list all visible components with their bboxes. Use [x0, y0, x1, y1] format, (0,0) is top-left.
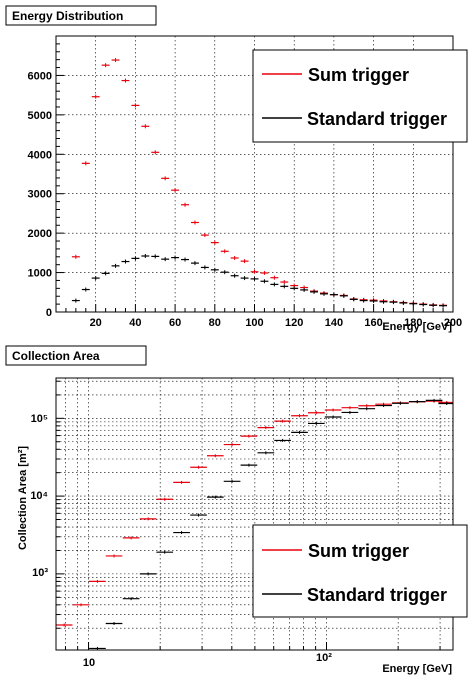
x-tick-label: 160: [364, 317, 382, 329]
legend-label-standard-trigger: Standard trigger: [307, 109, 447, 129]
x-tick-label: 40: [129, 317, 141, 329]
energy-distribution-legend-box: [252, 49, 468, 143]
energy-distribution-chart: Energy Distribution 20 40 60 80 100 120 140 160…: [5, 5, 468, 333]
series2-sum-trigger: [56, 399, 453, 627]
y-tick-label-100000: 10⁵: [31, 413, 48, 425]
x-tick-label: 200: [444, 317, 462, 329]
x-tick-label-100: 10²: [316, 652, 332, 664]
x-tick-label: 60: [169, 317, 181, 329]
collection-area-points: [56, 398, 453, 650]
energy-distribution-title-box: [5, 5, 157, 26]
x-tick-label-10: 10: [83, 657, 95, 669]
y-tick-label: 2000: [28, 228, 52, 240]
y-tick-label: 1000: [28, 268, 52, 280]
x-tick-label: 120: [285, 317, 303, 329]
collection-area-grid: [56, 378, 453, 650]
collection-area-title: Collection Area: [12, 349, 100, 363]
energy-distribution-xlabel: Energy [GeV]: [382, 321, 452, 333]
y-tick-label: 5000: [28, 110, 52, 122]
x-tick-label: 20: [90, 317, 102, 329]
energy-distribution-tick-labels: 20 40 60 80 100 120 140 160 180 200 1000 2000 3000 40…: [28, 70, 463, 329]
collection-area-frame: [55, 377, 454, 651]
series-standard-trigger: [71, 254, 448, 308]
x-tick-label: 80: [209, 317, 221, 329]
series2-standard-trigger: [89, 398, 453, 650]
y-tick-label-10000: 10⁴: [30, 490, 48, 502]
x-tick-label: 100: [245, 317, 263, 329]
x-tick-label: 180: [404, 317, 422, 329]
x-tick-label: 140: [325, 317, 343, 329]
y-tick-label: 6000: [28, 70, 52, 82]
collection-area-chart: Collection Area 10 10² 10³ 10⁴ 10⁵ Energ…: [5, 345, 468, 675]
collection-area-tick-labels: 10 10² 10³ 10⁴ 10⁵: [30, 413, 332, 669]
energy-distribution-points: [71, 58, 448, 308]
y-tick-label: 4000: [28, 149, 52, 161]
collection-area-ticks: [56, 380, 441, 650]
collection-area-ylabel: Collection Area [m²]: [17, 446, 29, 550]
y-tick-label: 3000: [28, 189, 52, 201]
energy-distribution-ticks: [55, 35, 454, 313]
energy-distribution-frame: [55, 35, 454, 313]
legend2-label-sum-trigger: Sum trigger: [308, 541, 409, 561]
collection-area-legend: Sum trigger Standard trigger: [252, 524, 468, 618]
legend2-label-standard-trigger: Standard trigger: [307, 585, 447, 605]
collection-area-legend-box: [252, 524, 468, 618]
collection-area-xlabel: Energy [GeV]: [382, 663, 452, 675]
energy-distribution-title: Energy Distribution: [12, 9, 123, 23]
collection-area-title-box: [5, 345, 147, 366]
energy-distribution-legend: Sum trigger Standard trigger: [252, 49, 468, 143]
y-tick-label-1000: 10³: [32, 567, 48, 579]
legend-label-sum-trigger: Sum trigger: [308, 65, 409, 85]
y-tick-label: 0: [46, 307, 52, 319]
